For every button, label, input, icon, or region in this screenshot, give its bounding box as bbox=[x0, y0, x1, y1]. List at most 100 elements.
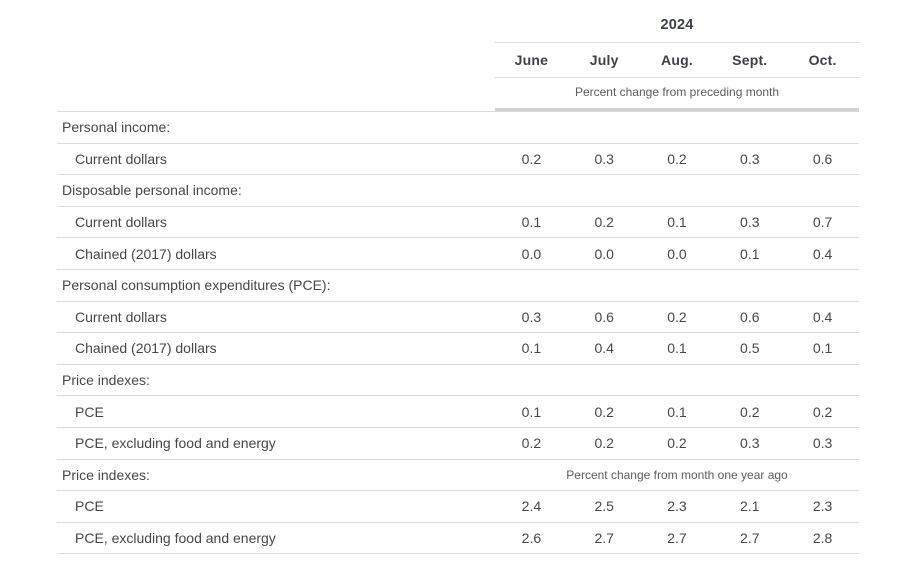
value-cell: 2.6 bbox=[521, 530, 542, 547]
value-cell: 0.1 bbox=[812, 340, 833, 357]
section-row: Price indexes: bbox=[57, 365, 859, 397]
value-cell: 0.0 bbox=[667, 245, 687, 262]
row-values: 0.1 0.4 0.1 0.5 0.1 bbox=[495, 340, 859, 356]
unit-subheader-yearly: Percent change from month one year ago bbox=[566, 467, 788, 482]
year-header: 2024 bbox=[495, 10, 859, 43]
value-cell: 2.3 bbox=[667, 498, 687, 515]
value-cell: 0.2 bbox=[667, 150, 687, 167]
column-header-sept: Sept. bbox=[732, 52, 768, 68]
value-cell: 0.0 bbox=[594, 245, 614, 262]
year-header-row: 2024 bbox=[57, 10, 859, 43]
row-label: PCE bbox=[75, 498, 104, 515]
unit-subheader-row: Percent change from preceding month bbox=[57, 78, 859, 111]
value-cell: 0.7 bbox=[812, 214, 833, 231]
header-label-spacer bbox=[57, 78, 495, 111]
row-values: 0.1 0.2 0.1 0.3 0.7 bbox=[495, 214, 859, 230]
table-body: Personal income: Current dollars 0.2 0.3 0.2… bbox=[57, 111, 859, 555]
table-row: PCE, excluding food and energy 0.2 0.2 0.2 0… bbox=[57, 428, 859, 460]
column-header-july: July bbox=[589, 52, 619, 68]
value-cell: 0.1 bbox=[740, 245, 760, 262]
value-cell: 0.1 bbox=[667, 403, 687, 420]
row-values: 2.4 2.5 2.3 2.1 2.3 bbox=[495, 498, 859, 514]
value-cell: 0.3 bbox=[740, 435, 760, 452]
section-row: Price indexes: Percent change from month … bbox=[57, 460, 859, 492]
header-label-spacer bbox=[57, 10, 495, 43]
value-cell: 0.2 bbox=[521, 435, 542, 452]
table-row: Current dollars 0.3 0.6 0.2 0.6 0.4 bbox=[57, 302, 859, 334]
table-row: PCE, excluding food and energy 2.6 2.7 2.7 2… bbox=[57, 523, 859, 555]
row-label: Personal consumption expenditures (PCE): bbox=[62, 277, 331, 294]
row-values: Percent change from month one year ago bbox=[495, 468, 859, 482]
column-header-aug: Aug. bbox=[661, 52, 693, 68]
value-cell: 2.5 bbox=[594, 498, 614, 515]
unit-subheader-monthly: Percent change from preceding month bbox=[495, 78, 859, 111]
month-header-row: June July Aug. Sept. Oct. bbox=[57, 43, 859, 78]
value-cell: 0.2 bbox=[594, 214, 614, 231]
column-header-june: June bbox=[514, 52, 549, 68]
row-label: Chained (2017) dollars bbox=[75, 340, 217, 357]
table-row: PCE 0.1 0.2 0.1 0.2 0.2 bbox=[57, 396, 859, 428]
value-cell: 0.3 bbox=[521, 308, 542, 325]
value-cell: 0.2 bbox=[812, 403, 833, 420]
row-label: Current dollars bbox=[75, 214, 167, 231]
row-values: 0.3 0.6 0.2 0.6 0.4 bbox=[495, 309, 859, 325]
row-label: Disposable personal income: bbox=[62, 182, 242, 199]
row-values: 2.6 2.7 2.7 2.7 2.8 bbox=[495, 530, 859, 546]
value-cell: 2.4 bbox=[521, 498, 542, 515]
section-row: Disposable personal income: bbox=[57, 175, 859, 207]
row-values: 0.2 0.3 0.2 0.3 0.6 bbox=[495, 151, 859, 167]
row-label: Price indexes: bbox=[62, 372, 150, 389]
row-values: 0.1 0.2 0.1 0.2 0.2 bbox=[495, 404, 859, 420]
value-cell: 0.3 bbox=[740, 150, 760, 167]
value-cell: 2.7 bbox=[594, 530, 614, 547]
table-row: PCE 2.4 2.5 2.3 2.1 2.3 bbox=[57, 491, 859, 523]
value-cell: 0.2 bbox=[740, 403, 760, 420]
month-columns: June July Aug. Sept. Oct. bbox=[495, 43, 859, 78]
value-cell: 2.7 bbox=[667, 530, 687, 547]
row-label: PCE, excluding food and energy bbox=[75, 435, 276, 452]
value-cell: 0.2 bbox=[667, 435, 687, 452]
value-cell: 0.2 bbox=[594, 403, 614, 420]
value-cell: 2.3 bbox=[812, 498, 833, 515]
value-cell: 0.6 bbox=[594, 308, 614, 325]
value-cell: 0.4 bbox=[812, 245, 833, 262]
section-row: Personal consumption expenditures (PCE): bbox=[57, 270, 859, 302]
value-cell: 0.1 bbox=[667, 340, 687, 357]
value-cell: 0.3 bbox=[812, 435, 833, 452]
value-cell: 2.1 bbox=[740, 498, 760, 515]
value-cell: 0.5 bbox=[740, 340, 760, 357]
header-label-spacer bbox=[57, 43, 495, 78]
value-cell: 0.1 bbox=[667, 214, 687, 231]
value-cell: 0.3 bbox=[740, 214, 760, 231]
value-cell: 2.7 bbox=[740, 530, 760, 547]
row-label: Price indexes: bbox=[62, 466, 150, 483]
value-cell: 0.2 bbox=[521, 150, 542, 167]
value-cell: 0.4 bbox=[812, 308, 833, 325]
row-label: Chained (2017) dollars bbox=[75, 245, 217, 262]
value-cell: 0.6 bbox=[740, 308, 760, 325]
table-row: Current dollars 0.1 0.2 0.1 0.3 0.7 bbox=[57, 207, 859, 239]
table-row: Chained (2017) dollars 0.1 0.4 0.1 0.5 0.1 bbox=[57, 333, 859, 365]
table-row: Chained (2017) dollars 0.0 0.0 0.0 0.1 0.4 bbox=[57, 238, 859, 270]
row-label: Current dollars bbox=[75, 150, 167, 167]
value-cell: 0.1 bbox=[521, 403, 542, 420]
value-cell: 0.2 bbox=[594, 435, 614, 452]
row-label: Personal income: bbox=[62, 119, 171, 136]
table-row: Current dollars 0.2 0.3 0.2 0.3 0.6 bbox=[57, 144, 859, 176]
row-values: 0.2 0.2 0.2 0.3 0.3 bbox=[495, 435, 859, 451]
row-label: PCE bbox=[75, 403, 104, 420]
value-cell: 0.6 bbox=[812, 150, 833, 167]
pce-monthly-table: 2024 June July Aug. Sept. Oct. Percent chang… bbox=[57, 10, 859, 555]
row-label: PCE, excluding food and energy bbox=[75, 530, 276, 547]
row-values: 0.0 0.0 0.0 0.1 0.4 bbox=[495, 246, 859, 262]
row-label: Current dollars bbox=[75, 308, 167, 325]
value-cell: 2.8 bbox=[812, 530, 833, 547]
value-cell: 0.0 bbox=[521, 245, 542, 262]
section-row: Personal income: bbox=[57, 112, 859, 144]
value-cell: 0.4 bbox=[594, 340, 614, 357]
value-cell: 0.3 bbox=[594, 150, 614, 167]
value-cell: 0.2 bbox=[667, 308, 687, 325]
column-header-oct: Oct. bbox=[808, 52, 837, 68]
value-cell: 0.1 bbox=[521, 340, 542, 357]
value-cell: 0.1 bbox=[521, 214, 542, 231]
